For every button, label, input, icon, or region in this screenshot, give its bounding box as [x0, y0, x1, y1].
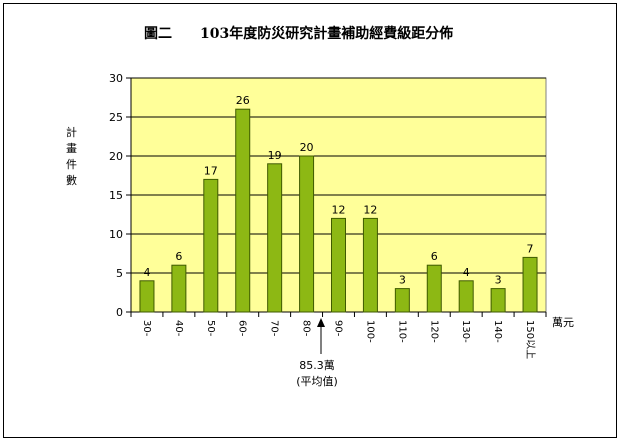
x-tick-label: 40-	[173, 320, 184, 337]
x-tick-label: 30-	[141, 320, 152, 337]
y-tick-label: 15	[109, 189, 123, 202]
bar	[522, 256, 538, 313]
y-tick-label: 30	[109, 72, 123, 85]
x-axis-unit: 萬元	[552, 316, 574, 329]
bar	[490, 288, 506, 313]
bar-chart: 圖二 103年度防災研究計畫補助經費級距分佈 計 畫 件 數 0 5 10 15 20 2…	[66, 25, 574, 388]
x-tick-label: 130-	[460, 320, 471, 343]
x-tick-label: 110-	[396, 320, 407, 343]
chart-title-prefix: 圖二	[144, 25, 172, 42]
bar	[362, 217, 378, 313]
data-label: 6	[431, 250, 438, 263]
mean-annotation: 85.3萬 (平均值)	[296, 318, 338, 388]
x-tick-label: 120-	[428, 320, 439, 343]
data-label: 19	[268, 149, 282, 162]
mean-arrow-head	[317, 318, 325, 327]
data-label: 3	[495, 274, 502, 287]
data-label: 12	[332, 203, 346, 216]
x-tick-label: 150以上	[524, 320, 536, 359]
y-tick-label: 25	[109, 111, 123, 124]
x-tick-label: 60-	[237, 320, 248, 337]
y-label-char: 計	[66, 125, 77, 139]
bar	[458, 280, 474, 313]
x-tick-label: 50-	[205, 320, 216, 337]
data-label: 3	[399, 274, 406, 287]
chart-title: 103年度防災研究計畫補助經費級距分佈	[200, 25, 453, 42]
data-label: 4	[463, 266, 470, 279]
mean-value-label: 85.3萬	[299, 359, 335, 372]
bar	[394, 288, 410, 313]
x-tick-label: 90-	[333, 320, 344, 337]
data-label: 6	[175, 250, 182, 263]
y-label-char: 畫	[66, 141, 77, 155]
data-label: 26	[236, 94, 250, 107]
bar	[267, 163, 283, 313]
chart-frame: 圖二 103年度防災研究計畫補助經費級距分佈 計 畫 件 數 0 5 10 15 20 2…	[3, 3, 617, 438]
data-label: 7	[527, 242, 534, 255]
data-label: 20	[300, 141, 314, 154]
x-tick-label: 80-	[301, 320, 312, 337]
bar	[171, 264, 187, 313]
mean-caption: (平均值)	[296, 375, 338, 388]
y-label-char: 數	[66, 174, 77, 187]
plot-area: 0 5 10 15 20 25 30 4 6 17 26 19 20 12 12 3 6 4 3 7 30- 40- 50-…	[109, 72, 547, 359]
bar	[203, 178, 219, 313]
y-tick-label: 5	[116, 267, 123, 280]
data-label: 12	[363, 203, 377, 216]
y-label-char: 件	[66, 158, 77, 171]
bar	[139, 280, 155, 313]
data-label: 4	[143, 266, 150, 279]
y-tick-label: 0	[116, 306, 123, 319]
x-tick-label: 100-	[364, 320, 375, 343]
bar	[235, 108, 251, 313]
x-tick-label: 140-	[492, 320, 503, 343]
bar	[426, 264, 442, 313]
bar	[331, 217, 346, 313]
x-tick-label: 70-	[269, 320, 280, 337]
y-axis-label: 計 畫 件 數	[66, 125, 77, 187]
y-tick-label: 20	[109, 150, 123, 163]
bar	[299, 155, 315, 313]
data-label: 17	[204, 164, 218, 177]
y-tick-label: 10	[109, 228, 123, 241]
